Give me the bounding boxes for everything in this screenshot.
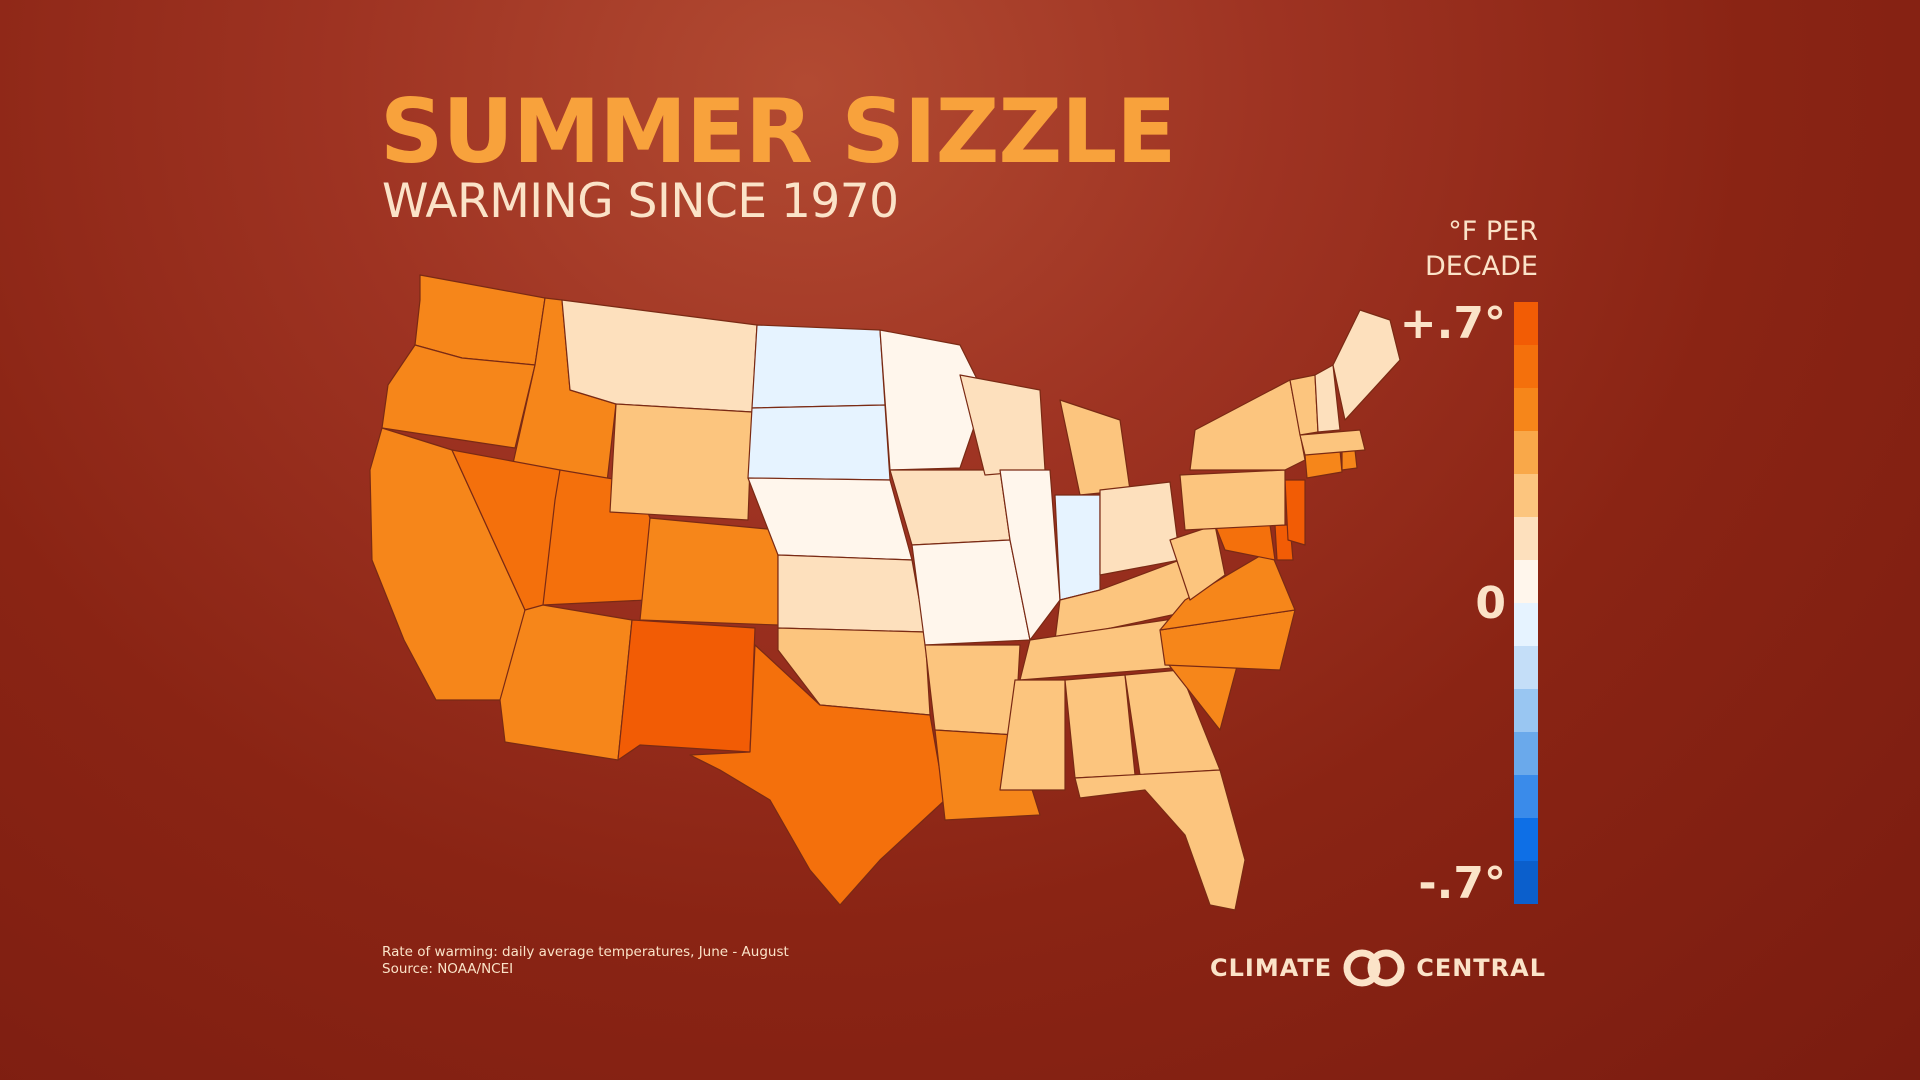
- state-ms: [999, 679, 1066, 791]
- logo-text-right: CENTRAL: [1416, 954, 1547, 982]
- state-wy: [609, 403, 753, 521]
- legend-zero-label: 0: [1475, 578, 1506, 629]
- page-title: SUMMER SIZZLE: [380, 80, 1176, 183]
- legend-min-label: -.7°: [1418, 858, 1506, 909]
- legend-swatch: [1514, 818, 1538, 861]
- climate-central-logo: CLIMATE CENTRAL: [1210, 948, 1546, 988]
- logo-text-left: CLIMATE: [1210, 954, 1333, 982]
- state-az: [499, 604, 633, 761]
- state-ar: [924, 644, 1021, 736]
- legend-swatch: [1514, 517, 1538, 560]
- state-mi: [1059, 399, 1131, 496]
- page-subtitle: WARMING SINCE 1970: [382, 174, 899, 229]
- state-wi: [959, 374, 1046, 476]
- state-ny: [1189, 379, 1306, 471]
- state-nd: [751, 324, 886, 409]
- state-md: [1214, 524, 1276, 561]
- state-wv: [1169, 524, 1226, 601]
- state-me: [1332, 309, 1401, 421]
- state-al: [1064, 674, 1136, 779]
- state-nm: [617, 619, 756, 761]
- footnote-method: Rate of warming: daily average temperatu…: [382, 944, 789, 960]
- state-nj: [1284, 479, 1306, 546]
- legend-unit-line1: °F PER: [1448, 216, 1538, 247]
- legend-swatch: [1514, 861, 1538, 904]
- state-co: [639, 517, 779, 626]
- state-ks: [777, 554, 926, 633]
- legend-swatch: [1514, 388, 1538, 431]
- legend-swatch: [1514, 646, 1538, 689]
- legend-color-scale: [1514, 302, 1538, 904]
- footnote-source: Source: NOAA/NCEI: [382, 961, 514, 977]
- legend-swatch: [1514, 775, 1538, 818]
- state-oh: [1099, 481, 1181, 576]
- legend-swatch: [1514, 732, 1538, 775]
- legend-swatch: [1514, 474, 1538, 517]
- state-in: [1054, 494, 1101, 601]
- state-ri: [1341, 449, 1358, 471]
- state-ia: [889, 469, 1011, 546]
- state-il: [999, 469, 1061, 641]
- legend-unit-line2: DECADE: [1424, 251, 1538, 282]
- climate-central-rings-icon: [1343, 949, 1405, 987]
- state-ma: [1299, 429, 1366, 456]
- state-nh: [1314, 364, 1341, 433]
- state-mn: [879, 329, 986, 471]
- legend-swatch: [1514, 689, 1538, 732]
- state-or: [381, 344, 536, 449]
- state-mt: [561, 299, 758, 413]
- legend-swatch: [1514, 302, 1538, 345]
- legend-swatch: [1514, 431, 1538, 474]
- legend-swatch: [1514, 345, 1538, 388]
- state-va: [1159, 549, 1296, 631]
- state-mo: [911, 539, 1031, 646]
- legend-swatch: [1514, 560, 1538, 603]
- state-tx: [689, 644, 946, 906]
- footnote: Rate of warming: daily average temperatu…: [382, 944, 789, 978]
- state-fl: [1074, 769, 1246, 911]
- legend-swatch: [1514, 603, 1538, 646]
- legend-unit: °F PER DECADE: [1338, 214, 1538, 284]
- legend-max-label: +.7°: [1399, 298, 1506, 349]
- state-sd: [747, 404, 891, 481]
- state-pa: [1179, 469, 1286, 531]
